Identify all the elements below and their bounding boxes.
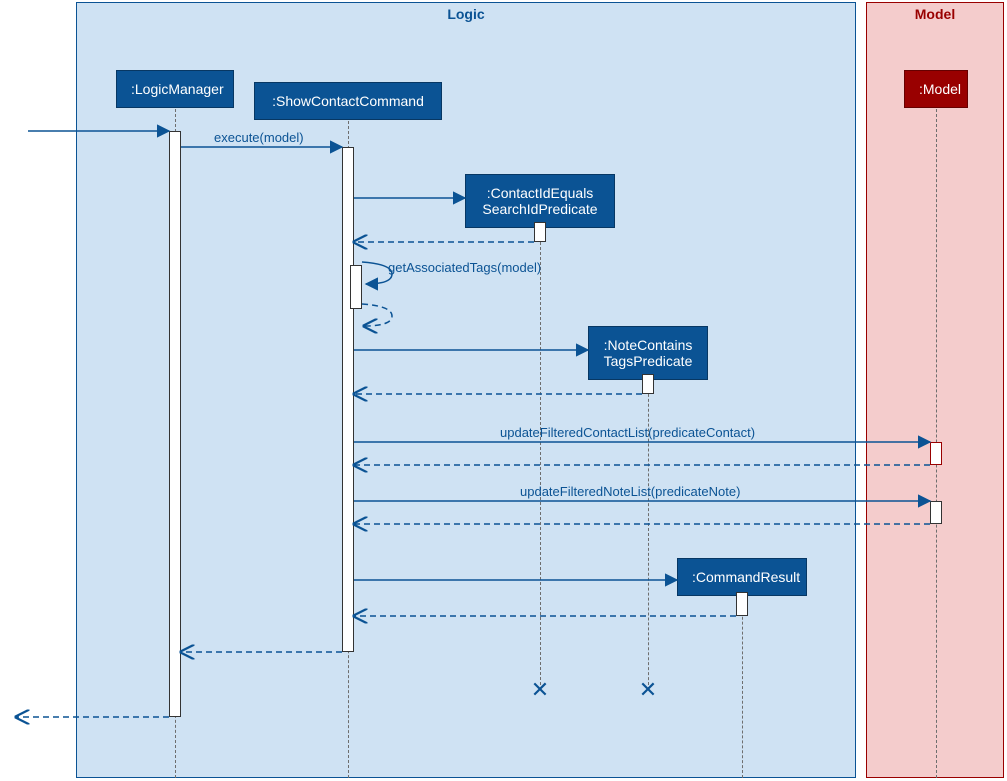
participant-contactidequals: :ContactIdEquals SearchIdPredicate xyxy=(465,174,615,228)
participant-model: :Model xyxy=(904,70,968,108)
logic-frame-label: Logic xyxy=(447,6,484,22)
destruction-contactIdEquals: ✕ xyxy=(531,677,549,703)
activation-commandResult xyxy=(736,592,748,616)
participant-notecontains: :NoteContains TagsPredicate xyxy=(588,326,708,380)
activation-model-2 xyxy=(930,501,942,524)
logic-frame: Logic xyxy=(76,2,856,778)
participant-showcontactcommand: :ShowContactCommand xyxy=(254,82,442,120)
model-frame-label: Model xyxy=(915,6,955,22)
participant-commandresult: :CommandResult xyxy=(677,558,807,596)
message-label-updNote: updateFilteredNoteList(predicateNote) xyxy=(520,484,740,499)
activation-showContact-self xyxy=(350,265,362,309)
activation-logicManager xyxy=(169,131,181,717)
message-label-execute: execute(model) xyxy=(214,130,304,145)
participant-logicmanager: :LogicManager xyxy=(116,70,234,108)
destruction-noteContains: ✕ xyxy=(639,677,657,703)
lifeline-commandresult xyxy=(742,592,743,778)
lifeline-notecontains xyxy=(648,374,649,690)
message-label-getTags-label: getAssociatedTags(model) xyxy=(388,260,541,275)
model-frame: Model xyxy=(866,2,1004,778)
message-label-updContact: updateFilteredContactList(predicateConta… xyxy=(500,425,755,440)
activation-contactIdEquals xyxy=(534,222,546,242)
activation-noteContains xyxy=(642,374,654,394)
lifeline-contactidequals xyxy=(540,222,541,690)
activation-showContact xyxy=(342,147,354,652)
activation-model-1 xyxy=(930,442,942,465)
lifeline-model xyxy=(936,104,937,778)
